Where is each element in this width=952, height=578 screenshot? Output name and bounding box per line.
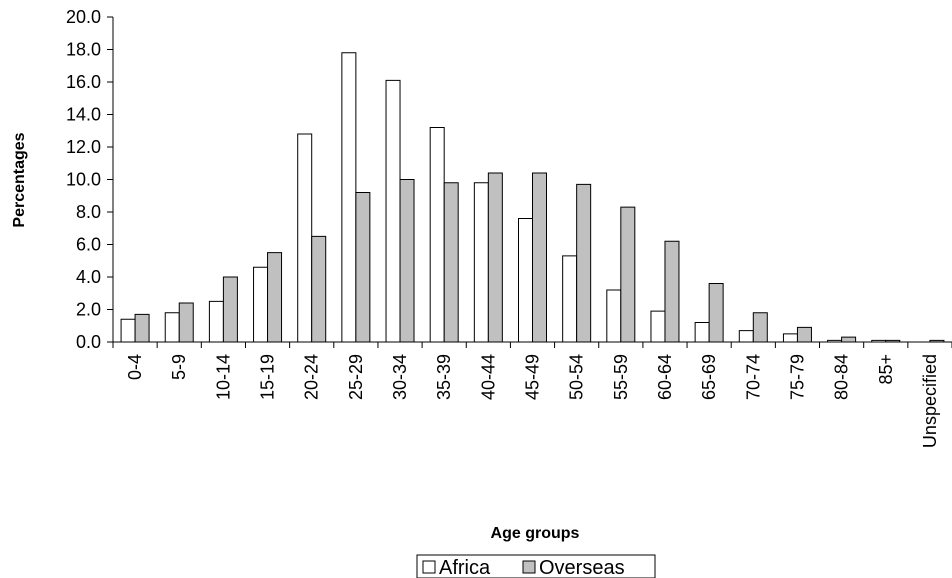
bar-overseas-35-39: [443, 182, 459, 343]
bar-overseas-25-29: [355, 192, 371, 343]
bar-overseas-10-14: [222, 276, 238, 343]
bar-africa-65-69: [694, 322, 710, 343]
bar-overseas-80-84: [841, 336, 857, 343]
x-tick-label: 20-24: [302, 354, 322, 400]
bar-overseas-30-34: [399, 179, 415, 343]
x-tick-label: 55-59: [611, 354, 631, 400]
legend-label-africa: Africa: [439, 557, 491, 578]
bar-africa-25-29: [341, 52, 357, 343]
bar-overseas-45-49: [532, 172, 547, 343]
y-tick-label: 8.0: [76, 202, 101, 222]
y-axis-label: Percentages: [11, 132, 28, 227]
bar-africa-5-9: [164, 312, 180, 343]
bar-overseas-75-79: [796, 326, 812, 343]
bar-africa-70-74: [738, 330, 754, 343]
bar-overseas-5-9: [178, 302, 194, 343]
x-tick-label: 15-19: [258, 354, 278, 400]
bar-africa-40-44: [473, 182, 489, 343]
x-tick-label: 50-54: [567, 354, 587, 400]
axes: [112, 17, 952, 343]
bar-overseas-55-59: [620, 206, 636, 343]
bar-overseas-20-24: [311, 235, 327, 343]
x-tick-label: 60-64: [655, 354, 675, 400]
x-axis-label: Age groups: [491, 525, 580, 542]
legend-label-overseas: Overseas: [539, 557, 625, 578]
x-tick-label: 0-4: [125, 354, 145, 380]
x-tick-label: 30-34: [390, 354, 410, 400]
bar-africa-20-24: [297, 133, 313, 343]
bar-africa-45-49: [518, 218, 533, 343]
y-tick-label: 6.0: [76, 235, 101, 255]
y-tick-label: 18.0: [66, 40, 101, 60]
bar-series: [120, 52, 945, 343]
y-tick-label: 4.0: [76, 267, 101, 287]
bar-africa-50-54: [562, 255, 578, 343]
legend: Africa Overseas: [416, 554, 656, 578]
bar-overseas-0-4: [134, 313, 150, 343]
y-tick-label: 12.0: [66, 137, 101, 157]
x-axis-ticks: 0-4 5-9 10-14 15-19 20-24 25-29 30-34 35-39 40-4…: [112, 342, 952, 448]
y-axis-ticks: 0.0 2.0 4.0 6.0 8.0 10.0 12.0 14.0 16.0 18.0 20.0: [66, 7, 113, 352]
bar-africa-10-14: [208, 300, 224, 343]
y-tick-label: 14.0: [66, 105, 101, 125]
bar-overseas-50-54: [576, 183, 592, 343]
x-tick-label: 80-84: [832, 354, 852, 400]
bar-overseas-40-44: [487, 172, 503, 343]
legend-swatch-overseas: [522, 560, 536, 574]
y-tick-label: 0.0: [76, 332, 101, 352]
y-tick-label: 20.0: [66, 7, 101, 27]
x-tick-label: 40-44: [478, 354, 498, 400]
x-tick-label: 70-74: [743, 354, 763, 400]
bar-africa-60-64: [650, 310, 666, 343]
x-tick-label: 75-79: [787, 354, 807, 400]
legend-box: [416, 554, 656, 578]
x-tick-label: 65-69: [699, 354, 719, 400]
bar-overseas-65-69: [708, 283, 724, 343]
legend-swatch-africa: [422, 560, 436, 574]
x-tick-label: 35-39: [434, 354, 454, 400]
y-tick-label: 16.0: [66, 72, 101, 92]
bar-overseas-60-64: [664, 240, 680, 343]
x-tick-label: 45-49: [523, 354, 543, 400]
bar-africa-0-4: [120, 318, 136, 343]
bar-africa-30-34: [385, 79, 401, 343]
bar-africa-15-19: [253, 266, 269, 343]
x-tick-label: 85+: [876, 354, 896, 385]
x-tick-label: 10-14: [213, 354, 233, 400]
bar-overseas-15-19: [267, 252, 283, 343]
x-tick-label: 25-29: [346, 354, 366, 400]
y-tick-label: 10.0: [66, 170, 101, 190]
bar-africa-35-39: [429, 127, 445, 343]
x-tick-label: 5-9: [169, 354, 189, 380]
bar-overseas-70-74: [752, 312, 768, 343]
y-tick-label: 2.0: [76, 300, 101, 320]
x-tick-label: Unspecified: [920, 354, 940, 448]
bar-africa-55-59: [606, 289, 622, 343]
bar-africa-75-79: [782, 333, 798, 343]
